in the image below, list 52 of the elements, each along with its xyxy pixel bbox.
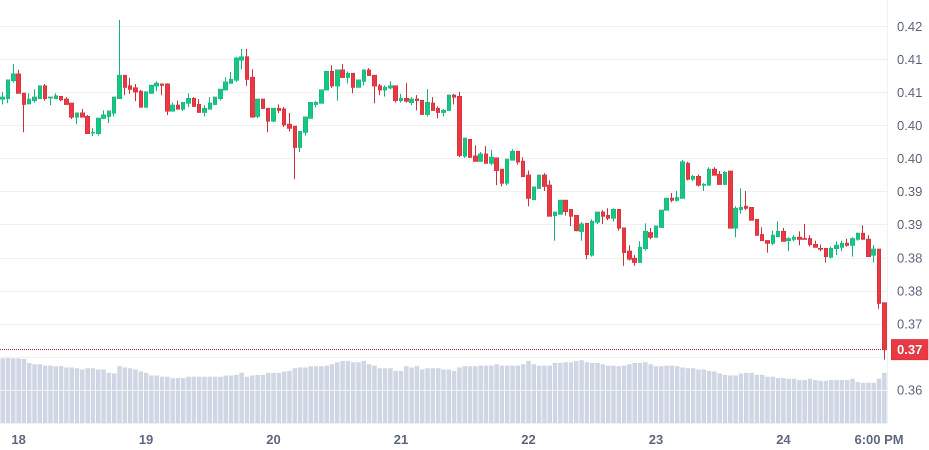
- candlestick: [579, 222, 584, 242]
- candlestick: [723, 170, 727, 185]
- candlestick: [335, 70, 340, 101]
- candlestick: [346, 70, 350, 84]
- y-tick-label: 0.42: [897, 18, 922, 34]
- y-tick-label: 0.40: [897, 151, 922, 166]
- candlestick: [484, 146, 488, 164]
- y-tick-label: 0.36: [897, 382, 922, 398]
- y-tick-label: 0.41: [897, 52, 922, 67]
- candlestick: [691, 174, 695, 182]
- candlestick: [871, 244, 876, 263]
- y-tick-label: 0.39: [897, 217, 922, 232]
- candlestick: [648, 228, 653, 240]
- candlestick: [330, 64, 334, 88]
- candlestick: [43, 83, 47, 101]
- candlestick: [170, 102, 175, 112]
- candlestick: [463, 138, 467, 158]
- candlestick: [340, 64, 345, 78]
- candlestick: [781, 228, 786, 242]
- x-tick-label: 21: [394, 432, 408, 447]
- candlestick: [176, 100, 180, 110]
- candlestick: [75, 112, 79, 125]
- y-tick-label: 0.40: [897, 118, 922, 134]
- candlestick: [728, 170, 733, 229]
- candlestick: [271, 108, 276, 123]
- y-tick-label: 0.39: [897, 184, 922, 200]
- x-tick-label: 20: [266, 432, 281, 447]
- candlestick: [399, 93, 403, 103]
- candlestick: [686, 161, 690, 181]
- x-tick-label: 22: [521, 432, 536, 447]
- candlestick: [404, 82, 409, 103]
- candlestick: [425, 88, 430, 117]
- candlestick: [255, 98, 260, 119]
- x-tick-label: 19: [138, 432, 154, 447]
- candlestick: [409, 96, 414, 106]
- candlestick: [845, 238, 849, 248]
- y-tick-label: 0.41: [897, 85, 922, 100]
- y-tick-label: 0.38: [897, 250, 922, 266]
- candlestick: [393, 85, 398, 103]
- y-tick-label: 0.37: [897, 316, 922, 332]
- x-tick-label: 18: [11, 432, 26, 447]
- y-tick-label: 0.38: [897, 283, 922, 298]
- x-tick-label: 24: [776, 432, 792, 447]
- candlestick: [489, 150, 494, 166]
- candlestick: [351, 72, 355, 94]
- candlestick: [585, 222, 589, 260]
- x-tick-label: 6:00 PM: [854, 432, 904, 447]
- candlestick: [696, 174, 701, 187]
- candlestick: [670, 192, 674, 203]
- candlestick: [611, 208, 616, 222]
- candlestick: [478, 152, 483, 162]
- x-tick-label: 23: [648, 432, 664, 447]
